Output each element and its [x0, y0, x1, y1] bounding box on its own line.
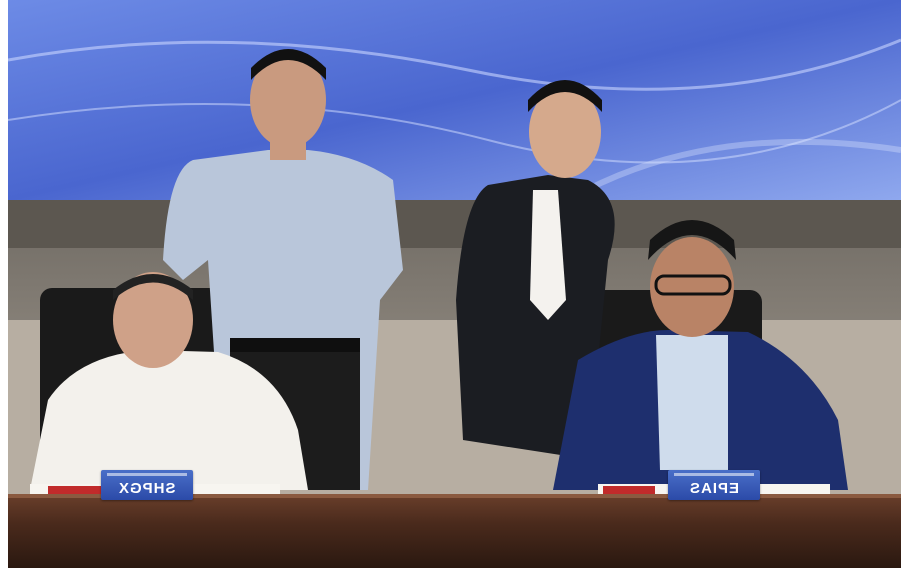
seated-man-left [30, 350, 308, 490]
nameplate-left-text: SHPGX [118, 480, 176, 497]
backdrop-screen [8, 0, 901, 200]
photo-scene: SHPGX EPIAS [8, 0, 901, 568]
nameplate-right: EPIAS [668, 470, 760, 500]
nameplate-left: SHPGX [101, 470, 193, 500]
nameplate-right-text: EPIAS [688, 480, 739, 497]
table [8, 494, 901, 568]
